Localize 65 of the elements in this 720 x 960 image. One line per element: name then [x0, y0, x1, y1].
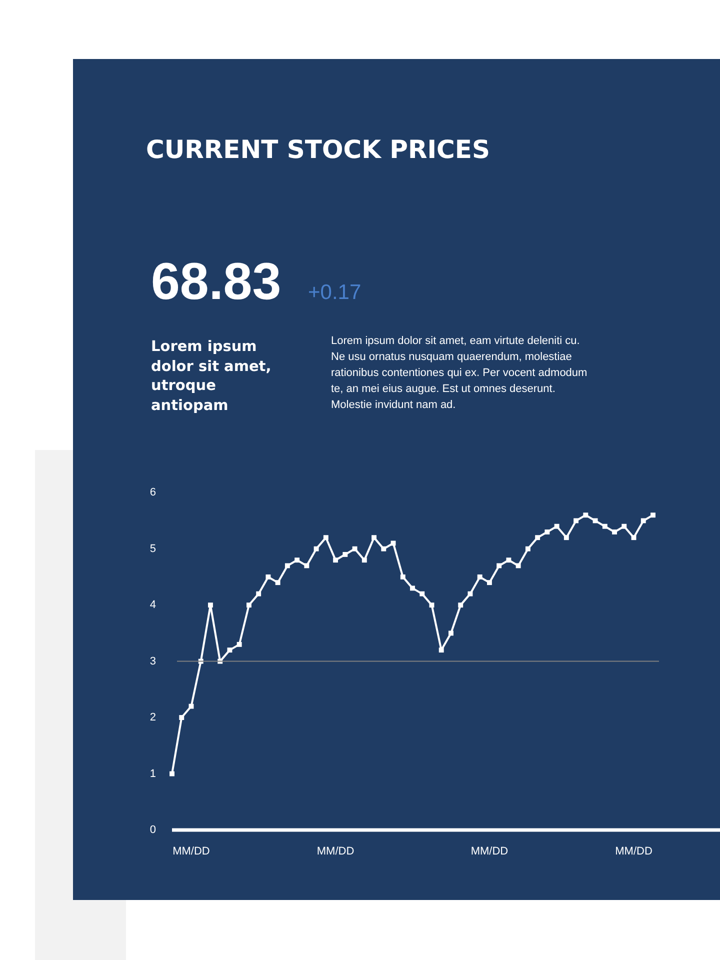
point: [516, 563, 521, 568]
point: [458, 602, 464, 608]
text: Lorem ipsum dolor sit amet, eam virtute deleniti cu. Ne usu ornatus nusquam quaerendum, molestiae rationibus contentiones qui ex. Per vocent admodum te, an mei eius augue. Est ut omnes deserunt. Molestie invidunt nam ad.: [331, 334, 588, 413]
point: [188, 704, 194, 709]
x-tick-label: MM/DD: [172, 846, 210, 858]
text: 68.83: [151, 253, 282, 311]
point: [266, 574, 271, 580]
point: [304, 563, 310, 568]
point: [622, 524, 627, 529]
point: [535, 535, 540, 540]
y-tick-label: 1: [150, 768, 156, 780]
point: [448, 630, 454, 636]
point: [381, 546, 386, 552]
point: [420, 591, 425, 596]
text: +0.17: [308, 281, 362, 304]
point: [564, 535, 569, 540]
point: [544, 529, 550, 534]
x-tick-label: MM/DD: [316, 846, 354, 858]
y-tick-label: 2: [150, 712, 156, 724]
point: [208, 602, 213, 608]
x-tick-label: MM/DD: [470, 846, 508, 858]
point: [496, 563, 502, 568]
point: [410, 586, 415, 591]
point: [631, 535, 636, 540]
text: Lorem ipsum dolor sit amet, utroque antiopam: [151, 338, 272, 416]
y-tick-label: 5: [150, 542, 156, 555]
point: [574, 518, 579, 524]
point: [236, 642, 242, 647]
point: [468, 591, 473, 596]
point: [314, 546, 319, 552]
point: [612, 529, 617, 534]
point: [179, 715, 184, 720]
point: [477, 574, 482, 580]
y-tick-label: 4: [150, 599, 156, 612]
point: [592, 518, 598, 524]
point: [583, 512, 588, 518]
point: [352, 546, 358, 552]
y-tick-label: 3: [150, 655, 156, 668]
point: [506, 558, 512, 563]
point: [170, 771, 174, 776]
y-tick-label: 0: [150, 824, 156, 836]
point: [602, 524, 608, 529]
point: [390, 540, 396, 546]
point: [333, 558, 338, 563]
point: [275, 580, 280, 586]
x-tick-label: MM/DD: [615, 846, 652, 858]
point: [342, 552, 348, 557]
point: [525, 546, 530, 552]
point: [227, 648, 232, 653]
point: [294, 558, 300, 563]
point: [256, 591, 262, 596]
point: [486, 580, 492, 586]
point: [429, 602, 434, 608]
point: [400, 574, 406, 580]
point: [372, 535, 376, 540]
point: [640, 518, 646, 524]
point: [284, 563, 290, 568]
point: [362, 558, 367, 563]
chart-title: CURRENT STOCK PRICES: [146, 135, 490, 164]
point: [323, 535, 328, 540]
point: [246, 602, 252, 608]
point: [554, 524, 560, 529]
point: [650, 512, 656, 518]
y-tick-label: 6: [150, 486, 156, 499]
point: [438, 648, 444, 653]
